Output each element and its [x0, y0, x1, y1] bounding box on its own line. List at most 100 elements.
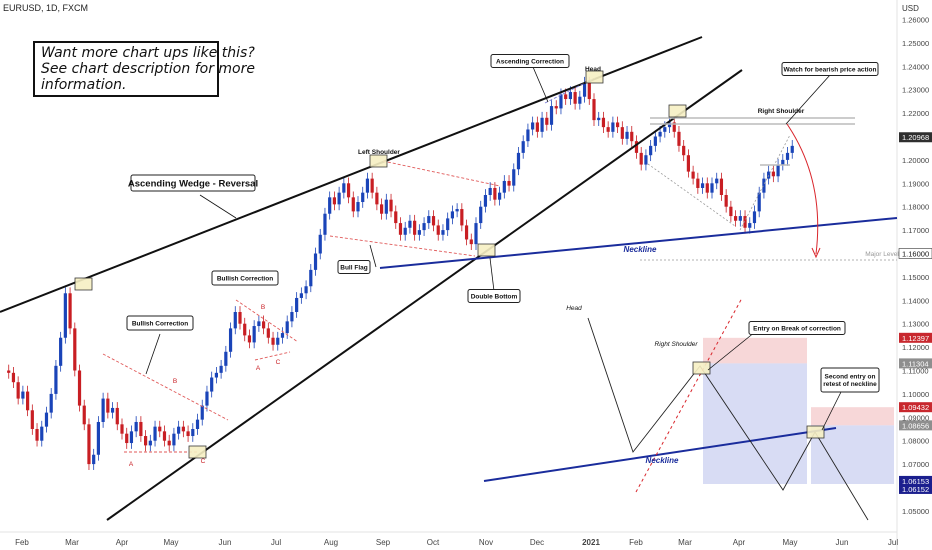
candle-body — [110, 407, 115, 413]
y-tick-label: 1.06152 — [902, 485, 929, 494]
candle-body — [578, 96, 582, 104]
abc-marker: A — [129, 461, 134, 468]
x-tick-label: Jul — [271, 538, 281, 547]
candle-body — [313, 253, 318, 270]
candle-body — [205, 391, 209, 406]
candle-body — [172, 433, 176, 446]
candle-body — [59, 337, 63, 366]
y-tick-label: 1.12000 — [902, 343, 929, 352]
candle-body — [304, 286, 308, 294]
candle-body — [7, 370, 11, 373]
candle-body — [488, 187, 492, 195]
candle-body — [785, 152, 790, 160]
neckline — [379, 217, 898, 269]
candle-body — [129, 431, 134, 444]
stop-zone-2 — [811, 407, 894, 426]
candle-body — [290, 312, 294, 322]
candle-body — [219, 365, 223, 373]
candle-body — [625, 131, 629, 139]
candle-body — [417, 230, 421, 235]
candle-body — [483, 195, 488, 207]
drawing-layer — [0, 36, 898, 521]
highlight-box — [74, 277, 93, 291]
candle-body — [73, 328, 77, 371]
candle-body — [634, 141, 639, 153]
label-projected-head: Head — [566, 305, 582, 312]
projected-trendline — [635, 297, 743, 493]
candle-body — [68, 293, 72, 329]
abc-marker: C — [201, 458, 206, 465]
y-tick-label: 1.05000 — [902, 507, 929, 516]
callout-ascending-correction-box — [490, 54, 570, 68]
watch-leader — [785, 74, 831, 125]
candle-body — [318, 234, 322, 254]
callout-bull-flag-box — [337, 260, 371, 274]
candle-body — [408, 220, 412, 228]
candle-body — [549, 106, 554, 125]
candle-body — [521, 141, 525, 153]
callout-double-bottom: Double Bottom — [467, 289, 521, 303]
label-neckline: Neckline — [624, 245, 657, 254]
target-zone-2 — [811, 425, 894, 484]
candle-body — [271, 337, 275, 345]
projected-path — [587, 317, 869, 521]
candle-body — [16, 382, 20, 399]
candle-body — [705, 183, 709, 193]
candle-body — [724, 195, 728, 207]
candle-body — [26, 391, 30, 411]
candle-body — [403, 227, 407, 235]
double-bottom-leader — [489, 257, 495, 292]
wedge-lower-line — [106, 69, 743, 521]
bullish-callout-leader — [145, 333, 161, 375]
abc-marker: B — [261, 304, 265, 311]
candle-body — [498, 192, 502, 200]
candle-body — [479, 206, 483, 224]
callout-watch-box — [781, 62, 879, 76]
y-tick-label: 1.26000 — [902, 16, 929, 25]
candle-body — [691, 171, 695, 179]
promo-box: Want more chart ups like this? See chart… — [33, 41, 255, 97]
x-tick-label: Feb — [629, 538, 643, 547]
highlight-box — [668, 104, 687, 118]
y-tick-label: 1.18000 — [902, 203, 929, 212]
candle-body — [77, 370, 82, 406]
candle-body — [729, 206, 733, 217]
candle-body — [63, 293, 67, 338]
candle-body — [422, 223, 426, 231]
price-badge — [899, 332, 932, 343]
y-tick-label: 1.16000 — [902, 250, 929, 259]
y-tick-label: 1.11304 — [902, 359, 929, 368]
candle-body — [40, 426, 44, 441]
y-tick-label: 1.20000 — [902, 156, 929, 165]
label-right-shoulder: Right Shoulder — [758, 108, 805, 115]
candle-body — [200, 405, 204, 420]
candle-body — [295, 297, 299, 312]
candle-body — [696, 178, 700, 188]
candle-body — [592, 99, 596, 121]
entry-2-leader — [821, 387, 844, 431]
candle-body — [398, 223, 403, 235]
price-badge — [899, 358, 932, 369]
callout-bullish-correction-1-box — [126, 315, 194, 331]
candle-body — [44, 412, 49, 427]
y-tick-label: 1.20968 — [902, 133, 929, 142]
candle-body — [125, 433, 129, 444]
y-tick-label: 1.12397 — [902, 334, 929, 343]
candle-body — [257, 321, 261, 327]
callout-watch-text: Watch for bearish price action — [784, 66, 877, 73]
candle-body — [413, 220, 417, 235]
candle-body — [616, 122, 620, 128]
candle-body — [233, 312, 237, 329]
callout-wedge: Ascending Wedge - Reversal — [128, 174, 258, 192]
candle-body — [280, 333, 285, 338]
candle-body — [266, 328, 270, 338]
x-tick-label: Jun — [219, 538, 232, 547]
candle-body — [748, 223, 752, 228]
label-layer: Ascending Wedge - Reversal Bullish Correc… — [126, 54, 899, 468]
promo-line-2: See chart description for more — [41, 61, 255, 77]
callout-ascending-correction: Ascending Correction — [490, 54, 570, 68]
price-badge — [899, 402, 932, 413]
candle-body — [252, 326, 256, 343]
